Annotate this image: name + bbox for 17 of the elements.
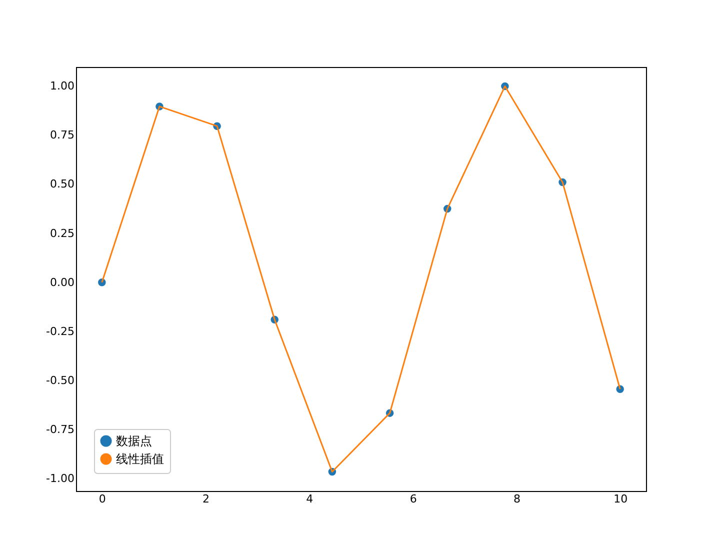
x-tick-label: 2 [202, 492, 210, 506]
legend-label: 数据点 [116, 434, 152, 448]
x-tick-label: 0 [98, 492, 106, 506]
y-tick-label: 0.25 [50, 226, 74, 240]
y-tick-label: -0.50 [46, 374, 74, 387]
legend-label: 线性插值 [116, 452, 164, 466]
y-tick-label: 0.75 [50, 128, 74, 142]
y-tick-label: 0.00 [50, 276, 74, 289]
y-tick-label: -1.00 [46, 472, 74, 486]
x-tick-label: 4 [306, 492, 314, 506]
x-tick-label: 10 [614, 492, 628, 506]
x-tick-label: 6 [410, 492, 417, 506]
y-tick-label: 0.50 [50, 178, 74, 191]
y-tick-label: 1.00 [50, 80, 74, 93]
y-tick-label: -0.25 [46, 324, 74, 338]
x-tick-label: 8 [513, 492, 520, 506]
y-tick-label: -0.75 [46, 423, 74, 436]
